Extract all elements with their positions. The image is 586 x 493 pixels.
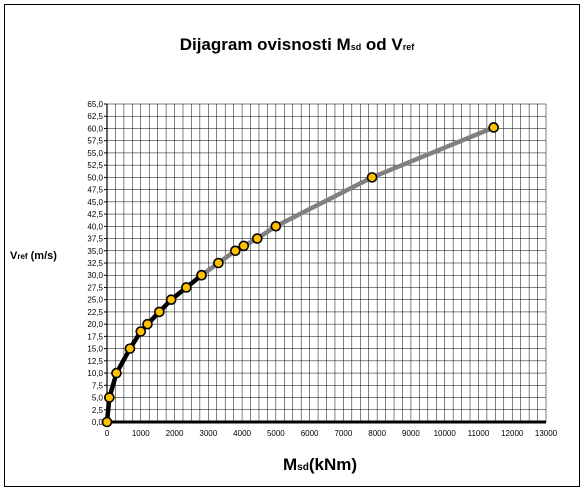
y-tick-label: 47,5 — [87, 186, 103, 195]
y-tick-label: 10,0 — [87, 369, 103, 378]
data-point — [142, 318, 153, 330]
data-point — [488, 122, 499, 133]
y-tick-label: 17,5 — [87, 332, 103, 341]
plot-axes — [104, 103, 546, 424]
x-tick-label: 2000 — [166, 429, 184, 438]
y-tick-label: 25,0 — [87, 296, 103, 305]
x-tick-label: 9000 — [402, 429, 420, 438]
y-tick-label: 37,5 — [87, 235, 103, 244]
data-point — [196, 269, 207, 281]
y-tick-label: 62,5 — [87, 112, 103, 121]
y-tick-label: 32,5 — [87, 259, 103, 268]
plot-grid — [106, 103, 547, 423]
data-point — [270, 221, 282, 232]
y-tick-label: 15,0 — [87, 345, 103, 354]
y-tick-label: 5,0 — [92, 394, 104, 403]
data-point — [154, 306, 165, 318]
data-lines — [104, 125, 496, 425]
data-point — [230, 245, 241, 257]
data-point — [366, 172, 378, 183]
x-tick-label: 1000 — [132, 429, 150, 438]
data-point — [101, 416, 113, 428]
series-line — [199, 125, 496, 278]
data-point — [213, 257, 224, 269]
y-tick-label: 40,0 — [87, 222, 103, 231]
data-point — [181, 282, 192, 293]
y-tick-label: 65,0 — [87, 100, 103, 109]
x-tick-label: 0 — [105, 429, 110, 438]
y-tick-label: 35,0 — [87, 247, 103, 256]
x-tick-label: 12000 — [501, 429, 524, 438]
data-markers — [101, 122, 499, 428]
y-tick-label: 12,5 — [87, 357, 103, 366]
x-axis-label: Msd(kNm) — [283, 455, 357, 474]
y-tick-label: 7,5 — [92, 381, 104, 390]
data-point — [124, 343, 136, 354]
x-tick-label: 4000 — [233, 429, 251, 438]
y-tick-label: 50,0 — [87, 173, 103, 182]
x-tick-label: 5000 — [267, 429, 285, 438]
y-tick-label: 60,0 — [87, 124, 103, 133]
y-tick-label: 20,0 — [87, 320, 103, 329]
x-tick-labels: 0 1000 2000 3000 4000 5000 6000 7000 8000 9000 100… — [105, 429, 558, 438]
data-point — [165, 294, 177, 305]
y-tick-label: 22,5 — [87, 308, 103, 317]
data-point — [104, 392, 115, 403]
y-axis-label: Vref (m/s) — [10, 250, 57, 262]
y-tick-label: 57,5 — [87, 137, 103, 146]
y-tick-label: 52,5 — [87, 161, 103, 170]
x-tick-label: 6000 — [301, 429, 319, 438]
y-tick-label: 27,5 — [87, 283, 103, 292]
data-point — [251, 233, 263, 244]
y-tick-label: 45,0 — [87, 198, 103, 207]
data-point — [135, 326, 147, 337]
x-tick-label: 8000 — [368, 429, 386, 438]
y-tick-label: 2,5 — [92, 406, 104, 415]
y-tick-label: 55,0 — [87, 149, 103, 158]
x-tick-label: 3000 — [199, 429, 217, 438]
x-tick-label: 11000 — [468, 429, 490, 438]
data-point — [111, 367, 122, 379]
chart-frame — [4, 4, 580, 487]
y-tick-labels: 0,0 2,5 5,0 7,5 10,0 12,5 15,0 17,5 20,0 22,5 25,0… — [87, 100, 103, 427]
x-tick-label: 7000 — [334, 429, 352, 438]
chart-title: Dijagram ovisnosti Msd od Vref — [180, 35, 416, 54]
y-tick-label: 30,0 — [87, 271, 103, 280]
x-tick-label: 13000 — [535, 429, 558, 438]
data-point — [238, 240, 250, 252]
y-tick-label: 42,5 — [87, 210, 103, 219]
y-tick-label: 0,0 — [92, 418, 104, 427]
x-tick-label: 10000 — [434, 429, 457, 438]
